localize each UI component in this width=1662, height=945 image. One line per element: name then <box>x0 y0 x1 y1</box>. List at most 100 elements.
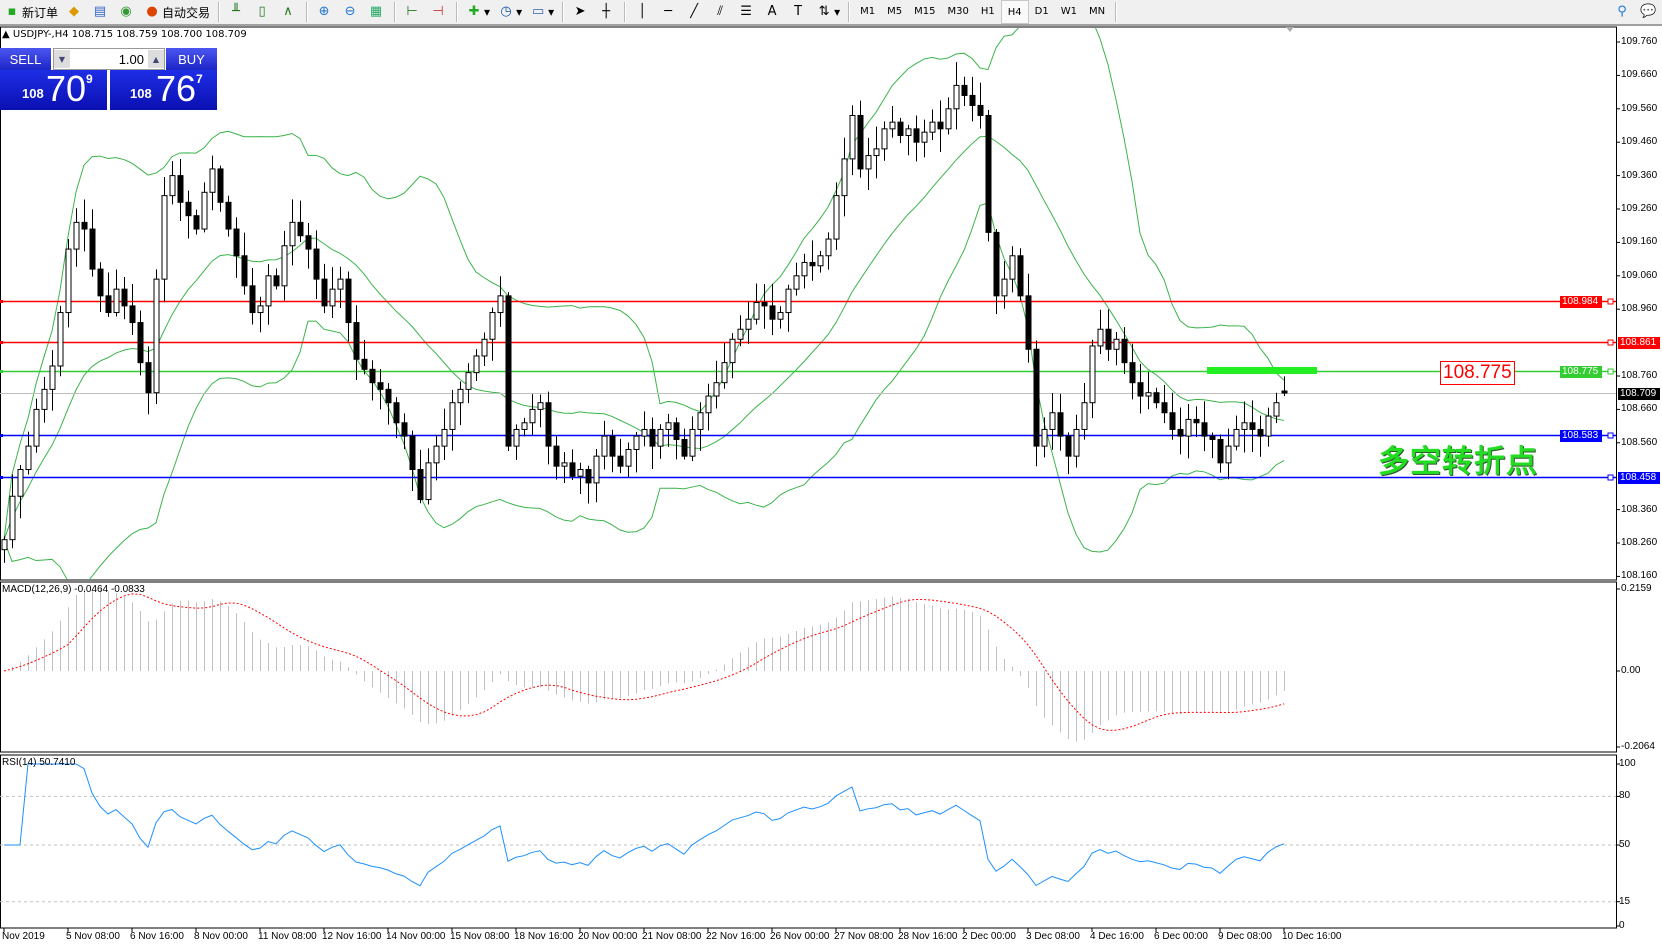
pivot-price-callout[interactable]: 108.775 <box>1440 361 1515 385</box>
bull-candle-body <box>921 131 928 143</box>
templates-button[interactable]: ▭ ▾ <box>531 4 555 19</box>
candle <box>1249 400 1256 453</box>
timeframe-h1[interactable]: H1 <box>980 5 995 17</box>
timeframe-m1[interactable]: M1 <box>860 5 876 17</box>
periods-button[interactable]: ◷ ▾ <box>494 1 526 23</box>
bull-candle-body <box>513 428 520 447</box>
bull-candle-body <box>729 338 736 364</box>
bear-candle-body <box>1129 362 1136 384</box>
bear-candle-body <box>609 435 616 457</box>
horizontal-line-button[interactable]: ─ <box>656 1 682 23</box>
lot-increase-button[interactable]: ▲ <box>148 50 164 68</box>
buy-label: BUY <box>178 51 205 67</box>
search-button[interactable]: ⚲ <box>1610 1 1636 23</box>
tile-windows-button[interactable]: ▦ <box>364 1 390 23</box>
bear-candle-body <box>1169 412 1176 430</box>
timeframe-w1[interactable]: W1 <box>1060 5 1077 17</box>
bull-candle-body <box>561 462 568 467</box>
candle <box>73 208 80 267</box>
bar-chart-button[interactable]: ╨ <box>224 1 250 23</box>
candle <box>1161 384 1168 424</box>
tile-windows-icon: ▦ <box>369 4 383 19</box>
zoom-in-button[interactable]: ⊕ <box>312 1 338 23</box>
bull-candle-body <box>873 148 880 157</box>
bull-candle-body <box>57 312 64 367</box>
candle <box>1033 340 1040 467</box>
metaeditor-icon: ◆ <box>69 4 80 19</box>
candle <box>41 376 48 423</box>
auto-trading-button[interactable]: ● 自动交易 <box>140 1 214 23</box>
indicators-button[interactable]: ✚ ▾ <box>462 1 494 23</box>
autoscroll-button[interactable]: ⊣ <box>426 1 452 23</box>
candle <box>969 76 976 122</box>
rsi-tick-label: 100 <box>1619 758 1636 769</box>
chart-shift-button[interactable]: ⊢ <box>400 1 426 23</box>
sell-price-box[interactable]: 108 70 9 <box>0 68 107 110</box>
candle <box>449 389 456 451</box>
candle <box>777 306 784 329</box>
bull-candle-body <box>1049 412 1056 430</box>
bull-candle-body <box>945 108 952 130</box>
arrows-button[interactable]: ⇅ ▾ <box>812 1 844 23</box>
candle <box>241 232 248 295</box>
bull-candle-body <box>481 338 488 357</box>
fibonacci-button[interactable]: ⫽ <box>708 1 734 23</box>
candle <box>1113 331 1120 366</box>
candle <box>1089 339 1096 419</box>
candlestick-button[interactable]: ▯ <box>250 1 276 23</box>
timeframe-m30[interactable]: M30 <box>947 5 969 17</box>
bull-candle-body <box>153 278 160 394</box>
timeframe-h4[interactable]: H4 <box>1000 0 1029 24</box>
navigator-button[interactable]: ▤ <box>88 1 114 23</box>
turning-point-annotation[interactable]: 多空转折点 <box>1378 444 1538 480</box>
timeframe-mn[interactable]: MN <box>1088 5 1106 17</box>
fibo-fan-button[interactable]: ☰ <box>734 1 760 23</box>
candle <box>937 100 944 153</box>
candle <box>857 100 864 178</box>
signal-button[interactable]: ◉ <box>114 1 140 23</box>
candle <box>1241 401 1248 453</box>
bull-candle-body <box>697 412 704 430</box>
text-button[interactable]: A <box>760 1 786 23</box>
rsi-tick-label: 80 <box>1619 790 1631 802</box>
price-tick-label: 108.560 <box>1621 436 1658 448</box>
bear-candle-body <box>321 278 328 307</box>
line-chart-button[interactable]: ∧ <box>276 1 302 23</box>
zoom-out-button[interactable]: ⊖ <box>338 1 364 23</box>
lot-size-field[interactable]: ▼ 1.00 ▲ <box>53 48 165 70</box>
time-tick-label: 10 Dec 16:00 <box>1282 931 1342 942</box>
candle <box>1177 407 1184 455</box>
candle <box>329 267 336 319</box>
text-label-button[interactable]: T <box>786 1 812 23</box>
sell-button[interactable]: SELL <box>0 48 51 70</box>
trendline-button[interactable]: ╱ <box>682 1 708 23</box>
buy-price-prefix: 108 <box>130 86 152 101</box>
candle <box>129 283 136 336</box>
candle <box>817 250 824 273</box>
metaeditor-button[interactable]: ◆ <box>62 1 88 23</box>
timeframe-d1[interactable]: D1 <box>1034 5 1049 17</box>
lot-decrease-button[interactable]: ▼ <box>54 50 70 68</box>
crosshair-button[interactable]: ┼ <box>594 1 620 23</box>
price-tick-label: 109.160 <box>1621 236 1658 248</box>
timeframe-m15[interactable]: M15 <box>914 5 936 17</box>
time-tick-label: 18 Nov 16:00 <box>514 931 574 942</box>
candle <box>705 383 712 431</box>
timeframe-m5[interactable]: M5 <box>887 5 903 17</box>
candle <box>1137 363 1144 414</box>
lot-value[interactable]: 1.00 <box>118 51 144 67</box>
zoom-out-icon: ⊖ <box>344 4 356 19</box>
buy-button[interactable]: BUY <box>166 48 217 70</box>
buy-price-box[interactable]: 108 76 7 <box>110 68 217 110</box>
time-tick-label: 27 Nov 08:00 <box>834 931 894 942</box>
new-order-button[interactable]: ▪ 新订单 <box>0 1 62 23</box>
chat-button[interactable]: 💬 <box>1636 1 1662 23</box>
bull-candle-body <box>1089 345 1096 404</box>
vertical-line-button[interactable]: │ <box>630 1 656 23</box>
bear-candle-body <box>985 114 992 233</box>
cursor-button[interactable]: ➤ <box>568 1 594 23</box>
candle <box>913 115 920 162</box>
candles <box>1 62 1288 563</box>
candle <box>57 305 64 377</box>
